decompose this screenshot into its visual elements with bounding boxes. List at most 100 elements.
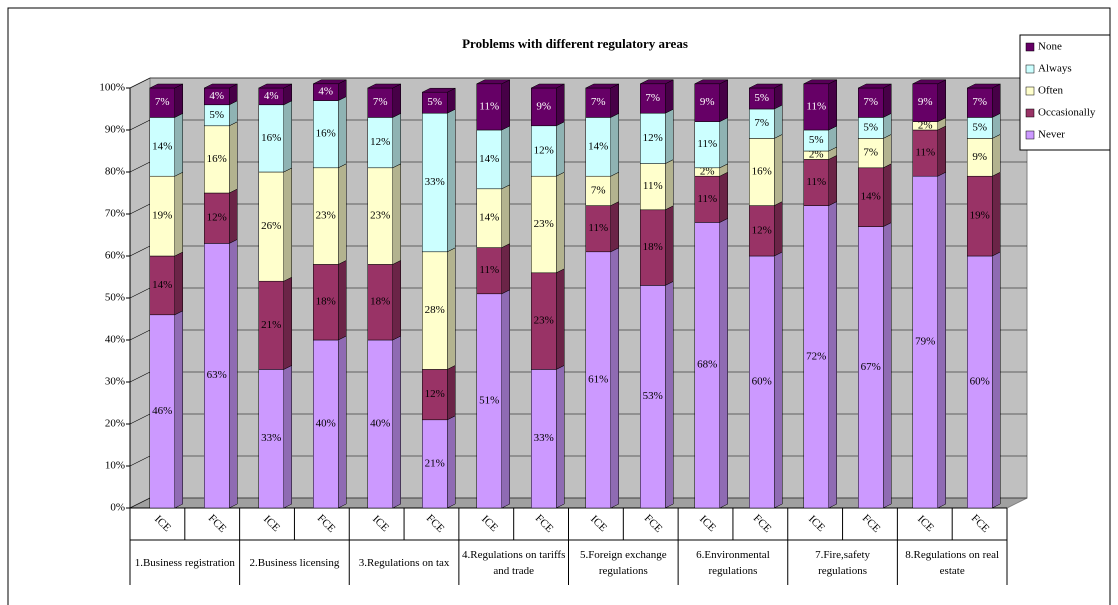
bar-side xyxy=(556,268,565,370)
bar-top xyxy=(803,79,837,85)
data-label: 61% xyxy=(588,373,608,385)
data-label: 11% xyxy=(806,176,826,188)
bar-side xyxy=(719,217,728,509)
data-label: 5% xyxy=(209,109,224,121)
data-label: 7% xyxy=(972,96,987,108)
legend-swatch xyxy=(1025,86,1035,96)
bar-top xyxy=(640,79,674,85)
data-label: 11% xyxy=(479,264,499,276)
data-label: 2% xyxy=(700,166,715,178)
y-tick-label: 20% xyxy=(105,418,125,430)
bar-side xyxy=(774,104,783,139)
bar-segment xyxy=(640,163,666,211)
bar-segment xyxy=(258,104,284,173)
data-label: 12% xyxy=(207,212,227,224)
bar-top xyxy=(749,83,783,89)
bar-segment xyxy=(858,138,884,169)
data-label: 33% xyxy=(534,432,554,444)
grid-line-side xyxy=(129,329,151,341)
bar-segment xyxy=(476,293,502,509)
y-tick-label: 0% xyxy=(110,502,125,514)
bar-segment xyxy=(531,125,557,177)
bar-segment xyxy=(967,255,993,509)
bar-side xyxy=(665,159,674,211)
bar-side xyxy=(501,79,510,131)
bar-top xyxy=(422,87,456,93)
bar-segment xyxy=(531,175,557,274)
data-label: 11% xyxy=(588,222,608,234)
bar-side xyxy=(774,133,783,207)
bar-top xyxy=(149,83,183,89)
bar-segment xyxy=(204,125,230,194)
legend-label: Occasionally xyxy=(1038,107,1096,119)
bar-side xyxy=(610,112,619,177)
bar-segment xyxy=(313,264,339,341)
group-label: 1.Business registration xyxy=(134,556,235,569)
data-label: 14% xyxy=(479,153,499,165)
bar-side xyxy=(392,259,401,341)
bar-side xyxy=(665,280,674,509)
bar-side xyxy=(883,83,892,118)
data-label: 11% xyxy=(806,100,826,112)
data-label: 18% xyxy=(316,296,336,308)
data-label: 18% xyxy=(643,241,663,253)
data-label: 7% xyxy=(863,96,878,108)
grid-line-side xyxy=(129,413,151,425)
data-label: 16% xyxy=(752,166,772,178)
data-label: 28% xyxy=(425,304,445,316)
bar-top xyxy=(858,83,892,89)
legend-swatch xyxy=(1025,108,1035,118)
bar-segment xyxy=(912,175,938,509)
y-tick-label: 60% xyxy=(105,250,125,262)
data-label: 23% xyxy=(316,210,336,222)
bar-side xyxy=(774,251,783,509)
bar-side xyxy=(447,108,456,253)
bar-top xyxy=(313,79,347,85)
data-label: 14% xyxy=(588,140,608,152)
bar-segment xyxy=(476,129,502,190)
group-label: 3.Regulations on tax xyxy=(358,556,450,569)
data-label: 33% xyxy=(261,432,281,444)
bar-top xyxy=(585,83,619,89)
data-label: 40% xyxy=(316,418,336,430)
bar-side xyxy=(774,83,783,110)
data-label: 23% xyxy=(534,218,554,230)
group-label: 5.Foreign exchange regulations xyxy=(579,548,667,577)
bar-side xyxy=(229,188,238,244)
bar-side xyxy=(828,201,837,509)
bar-side xyxy=(937,79,946,123)
legend-label: None xyxy=(1038,41,1062,53)
bar-side xyxy=(556,83,565,127)
data-label: 11% xyxy=(643,180,663,192)
bar-segment xyxy=(313,100,339,169)
bar-side xyxy=(229,121,238,194)
data-label: 2% xyxy=(809,149,824,161)
bar-side xyxy=(338,96,347,169)
data-label: 67% xyxy=(861,361,881,373)
data-label: 9% xyxy=(972,151,987,163)
bar-side xyxy=(992,133,1001,177)
bar-side xyxy=(447,364,456,421)
bar-side xyxy=(665,108,674,165)
legend-box xyxy=(1019,34,1111,151)
group-label: 2.Business licensing xyxy=(249,556,340,569)
data-label: 4% xyxy=(264,90,279,102)
data-label: 46% xyxy=(152,405,172,417)
data-label: 51% xyxy=(479,394,499,406)
bar-segment xyxy=(858,167,884,227)
grid-line-side xyxy=(129,371,151,383)
grid-line-side xyxy=(129,287,151,299)
bar-segment xyxy=(422,251,448,370)
data-label: 14% xyxy=(861,191,881,203)
bar-top xyxy=(258,83,292,89)
bar-segment xyxy=(367,264,393,341)
bar-segment xyxy=(476,188,502,248)
bar-side xyxy=(719,117,728,169)
bar-side xyxy=(883,112,892,139)
bar-side xyxy=(174,310,183,509)
bar-side xyxy=(501,243,510,295)
data-label: 5% xyxy=(754,92,769,104)
bar-top xyxy=(694,79,728,85)
bar-side xyxy=(392,112,401,169)
